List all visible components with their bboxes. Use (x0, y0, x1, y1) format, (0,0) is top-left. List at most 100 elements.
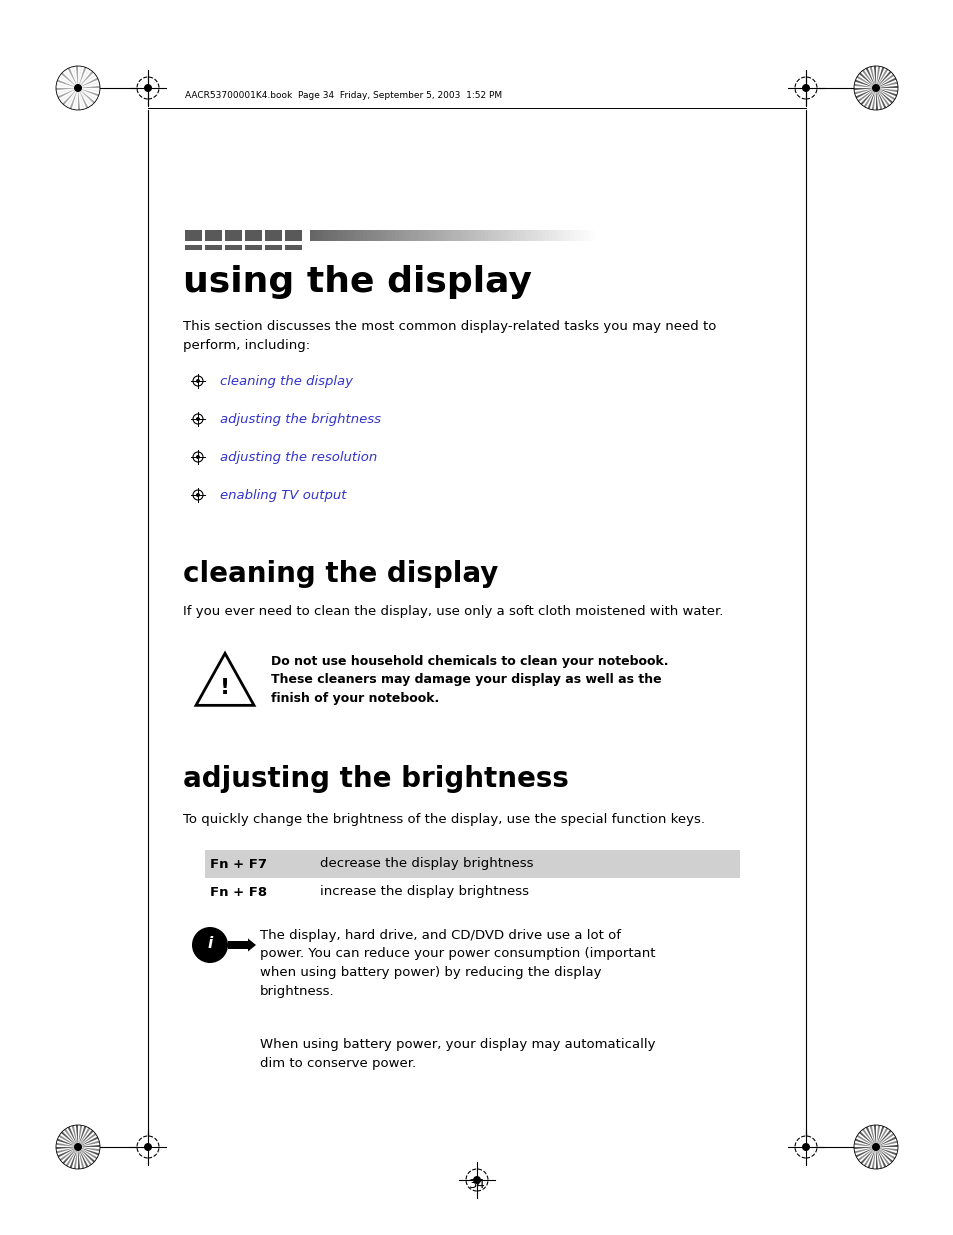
Polygon shape (78, 88, 95, 104)
Bar (435, 230, 438, 241)
Bar (225, 245, 242, 249)
Bar (476, 230, 481, 241)
Polygon shape (860, 1147, 875, 1165)
Polygon shape (78, 88, 89, 109)
Text: decrease the display brightness: decrease the display brightness (319, 857, 533, 871)
Polygon shape (875, 1147, 889, 1166)
Bar (570, 230, 574, 241)
Polygon shape (78, 88, 100, 93)
Polygon shape (875, 88, 895, 100)
Polygon shape (875, 88, 897, 93)
Bar (353, 230, 356, 241)
Polygon shape (853, 84, 875, 88)
Bar (423, 230, 428, 241)
Circle shape (144, 84, 152, 91)
Polygon shape (875, 1128, 887, 1147)
Polygon shape (78, 78, 98, 88)
Polygon shape (78, 86, 100, 88)
Circle shape (473, 1176, 480, 1184)
Text: Fn + F8: Fn + F8 (210, 885, 267, 899)
Polygon shape (68, 1126, 78, 1147)
Circle shape (871, 84, 879, 91)
Polygon shape (875, 1130, 891, 1147)
Polygon shape (857, 88, 875, 103)
Bar (185, 230, 202, 241)
Polygon shape (853, 88, 875, 90)
Bar (509, 230, 513, 241)
Bar (363, 230, 367, 241)
Bar (342, 230, 346, 241)
Bar (413, 230, 416, 241)
Bar (410, 230, 414, 241)
Polygon shape (854, 1147, 875, 1153)
Bar (505, 230, 510, 241)
Bar (566, 230, 570, 241)
Polygon shape (869, 1125, 875, 1147)
Bar (459, 230, 463, 241)
Polygon shape (875, 1147, 896, 1156)
Polygon shape (875, 67, 880, 88)
Polygon shape (66, 88, 78, 107)
Circle shape (871, 1144, 879, 1151)
Bar (587, 230, 591, 241)
Bar (541, 230, 545, 241)
Bar (534, 230, 537, 241)
Polygon shape (864, 68, 875, 88)
Text: !: ! (220, 678, 230, 698)
Polygon shape (853, 1142, 875, 1147)
Polygon shape (869, 67, 875, 88)
Polygon shape (56, 1147, 78, 1153)
Circle shape (195, 454, 200, 459)
Polygon shape (73, 1147, 78, 1168)
Bar (420, 230, 424, 241)
Bar (523, 230, 527, 241)
Polygon shape (58, 75, 78, 88)
Polygon shape (875, 1147, 877, 1170)
Polygon shape (57, 79, 78, 88)
Polygon shape (875, 88, 885, 109)
Polygon shape (78, 1147, 95, 1162)
Polygon shape (875, 1125, 880, 1147)
Polygon shape (855, 1147, 875, 1157)
Bar (320, 230, 324, 241)
Bar (335, 230, 338, 241)
Circle shape (195, 493, 200, 496)
Polygon shape (871, 1147, 875, 1168)
Polygon shape (195, 653, 253, 705)
Polygon shape (855, 88, 875, 99)
Bar (548, 230, 552, 241)
Circle shape (801, 1144, 809, 1151)
Polygon shape (78, 1125, 82, 1147)
Polygon shape (875, 74, 893, 88)
Text: increase the display brightness: increase the display brightness (319, 885, 529, 899)
Bar (463, 230, 467, 241)
Text: adjusting the brightness: adjusting the brightness (220, 412, 380, 426)
Polygon shape (78, 69, 91, 88)
Bar (398, 230, 403, 241)
Polygon shape (862, 1129, 875, 1147)
Polygon shape (60, 88, 78, 103)
Bar (498, 230, 502, 241)
Bar (367, 230, 371, 241)
Polygon shape (76, 65, 78, 88)
Polygon shape (875, 88, 877, 110)
Bar (445, 230, 449, 241)
Bar (374, 230, 377, 241)
Bar (359, 230, 363, 241)
Bar (502, 230, 506, 241)
Polygon shape (78, 88, 91, 106)
Circle shape (74, 84, 82, 91)
Polygon shape (62, 1147, 78, 1165)
Polygon shape (875, 1136, 896, 1147)
Polygon shape (856, 1135, 875, 1147)
Polygon shape (78, 88, 80, 110)
Bar (556, 230, 559, 241)
Polygon shape (78, 67, 82, 88)
Polygon shape (68, 68, 78, 88)
Bar (310, 230, 314, 241)
Circle shape (192, 927, 228, 963)
Bar (495, 230, 498, 241)
Polygon shape (864, 1126, 875, 1147)
Polygon shape (70, 1147, 78, 1168)
Polygon shape (66, 1147, 78, 1166)
